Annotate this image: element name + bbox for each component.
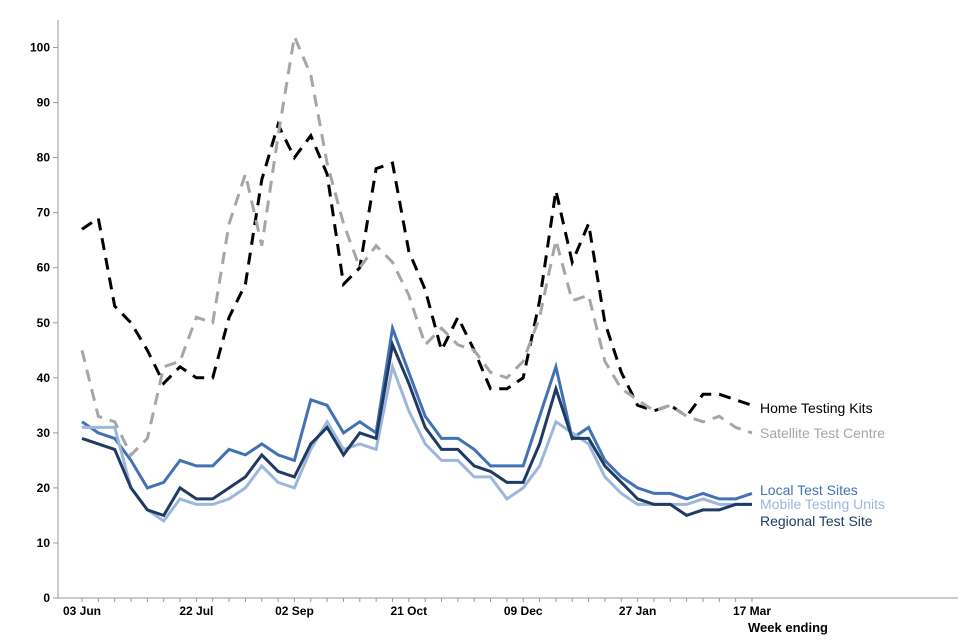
series-label-home-testing-kits: Home Testing Kits — [760, 400, 873, 416]
x-tick-label: 17 Mar — [733, 604, 771, 618]
series-line-home-testing-kits — [81, 120, 753, 419]
y-tick-label: 100 — [30, 41, 50, 55]
series-line-mobile-testing-units — [82, 361, 752, 523]
y-tick-label: 10 — [37, 536, 51, 550]
y-tick-label: 0 — [43, 591, 50, 605]
x-tick-label: 02 Sep — [275, 604, 314, 618]
y-tick-label: 30 — [37, 426, 51, 440]
x-tick-label: 21 Oct — [390, 604, 427, 618]
series-layer — [80, 31, 753, 523]
series-line-local-test-sites — [81, 322, 753, 501]
legend-labels: Home Testing Kits Satellite Test Centre Lo… — [760, 400, 885, 529]
x-tick-label: 03 Jun — [63, 604, 101, 618]
series-label-local-test-sites: Local Test Sites — [760, 482, 858, 498]
y-tick-label: 80 — [37, 151, 51, 165]
x-axis-title: Week ending — [748, 620, 828, 635]
y-tick-label: 70 — [37, 206, 51, 220]
x-tick-label: 27 Jan — [619, 604, 656, 618]
x-tick-label: 09 Dec — [504, 604, 543, 618]
series-label-mobile-testing-units: Mobile Testing Units — [760, 496, 885, 512]
x-tick-label: 22 Jul — [179, 604, 213, 618]
series-line-regional-test-site — [81, 339, 752, 518]
y-tick-label: 60 — [37, 261, 51, 275]
y-tick-label: 40 — [37, 371, 51, 385]
axes-layer: 0 10 20 30 40 50 60 70 80 90 100 03 Jun 22 Jul 02 Sep… — [30, 20, 958, 618]
y-tick-label: 90 — [37, 96, 51, 110]
series-label-regional-test-site: Regional Test Site — [760, 513, 873, 529]
y-tick-label: 20 — [37, 481, 51, 495]
y-tick-label: 50 — [37, 316, 51, 330]
series-label-satellite-test-centre: Satellite Test Centre — [760, 425, 885, 441]
